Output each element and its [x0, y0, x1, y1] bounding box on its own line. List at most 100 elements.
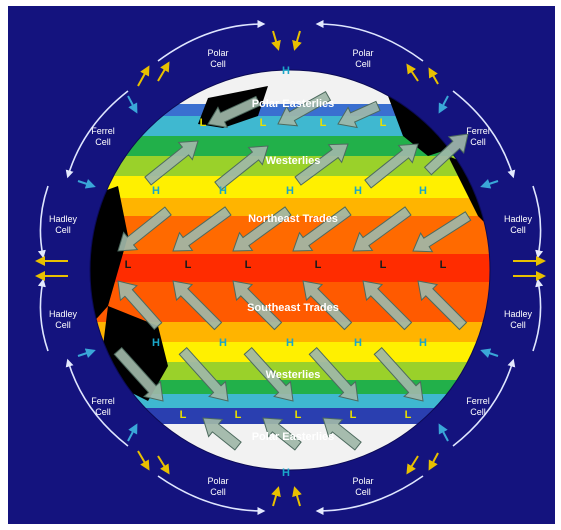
high-pressure-label: H: [152, 185, 160, 197]
polar-cell-label: Polar Cell: [352, 476, 373, 497]
label-westerlies-south: Westerlies: [266, 369, 321, 381]
low-pressure-label: L: [380, 259, 387, 271]
surface-flow-arrow: [271, 30, 281, 51]
wind-arrow-ne-trade: [172, 206, 232, 252]
wind-arrow-polar-south: [322, 417, 362, 451]
global-circulation-diagram: Polar Easterlies Westerlies Northeast Tr…: [35, 20, 546, 515]
high-pressure-label: H: [419, 337, 427, 349]
wind-arrow-polar-north: [337, 100, 381, 129]
wind-arrow-se-trade: [362, 280, 413, 331]
ferrel-cell-label: Ferrel Cell: [466, 396, 490, 417]
low-pressure-label: L: [260, 117, 267, 129]
surface-flow-arrow: [77, 179, 96, 189]
wind-arrow-ne-trade: [232, 206, 292, 252]
surface-flow-arrow: [428, 67, 439, 85]
diagram-frame: Polar Easterlies Westerlies Northeast Tr…: [8, 6, 555, 524]
high-pressure-label: H: [282, 467, 290, 479]
wind-arrow-westerly-south: [373, 346, 424, 402]
label-polar-easterlies-south: Polar Easterlies: [252, 431, 335, 443]
surface-flow-arrow: [480, 179, 499, 189]
wind-arrow-se-trade: [302, 280, 353, 331]
low-pressure-label: L: [180, 409, 187, 421]
low-pressure-label: L: [405, 409, 412, 421]
wind-arrow-polar-south: [262, 417, 302, 451]
surface-flow-arrow: [77, 348, 96, 358]
surface-flow-arrow: [438, 95, 449, 114]
high-pressure-label: H: [419, 185, 427, 197]
low-pressure-label: L: [200, 117, 207, 129]
high-pressure-label: H: [219, 185, 227, 197]
polar-cell-label: Polar Cell: [207, 48, 228, 69]
wind-arrows: [113, 90, 472, 451]
low-pressure-label: L: [295, 409, 302, 421]
wind-arrow-polar-north: [277, 90, 332, 127]
hadley-cell-arrow: [532, 185, 544, 259]
wind-arrow-ne-trade: [412, 211, 472, 253]
label-northeast-trades: Northeast Trades: [248, 213, 338, 225]
surface-flow-arrow: [428, 452, 439, 471]
wind-arrow-ne-trade: [352, 206, 412, 252]
label-polar-easterlies-north: Polar Easterlies: [252, 98, 335, 110]
low-pressure-label: L: [245, 259, 252, 271]
wind-arrow-westerly-north: [294, 143, 349, 186]
low-pressure-label: L: [125, 259, 132, 271]
high-pressure-label: H: [354, 337, 362, 349]
surface-flow-arrow: [480, 348, 499, 358]
wind-arrow-se-trade: [232, 280, 283, 331]
ferrel-cell-label: Ferrel Cell: [91, 126, 115, 147]
high-pressure-label: H: [152, 337, 160, 349]
polar-cell-arrow: [157, 475, 266, 515]
hadley-cell-arrow: [37, 185, 49, 259]
hadley-cell-arrow: [37, 278, 49, 352]
polar-cell-arrow: [315, 20, 424, 62]
ferrel-cell-arrow: [452, 358, 516, 447]
wind-arrow-ne-trade: [292, 206, 352, 252]
low-pressure-label: L: [235, 409, 242, 421]
ferrel-cell-label: Ferrel Cell: [466, 126, 490, 147]
wind-arrow-se-trade: [117, 280, 163, 331]
wind-arrow-westerly-north: [364, 143, 419, 189]
surface-flow-arrow: [406, 63, 419, 82]
wind-arrow-se-trade: [172, 280, 223, 331]
polar-cell-arrow: [315, 475, 424, 515]
wind-arrow-polar-south: [202, 417, 242, 451]
polar-cell-label: Polar Cell: [207, 476, 228, 497]
globe: [90, 70, 490, 470]
ferrel-cell-arrow: [65, 358, 129, 447]
low-pressure-label: L: [185, 259, 192, 271]
surface-flow-arrow: [127, 423, 138, 442]
surface-flow-arrow: [438, 423, 449, 442]
surface-flow-arrow: [137, 450, 150, 471]
circulation-arrows: [35, 20, 546, 515]
hadley-cell-label: Hadley Cell: [504, 309, 533, 330]
surface-flow-arrow: [271, 486, 281, 507]
low-pressure-label: L: [350, 409, 357, 421]
hadley-cell-label: Hadley Cell: [49, 309, 78, 330]
low-pressure-label: L: [380, 117, 387, 129]
cell-labels: Polar Cell Polar Cell Polar Cell Polar Cell Ferr…: [49, 48, 533, 497]
label-southeast-trades: Southeast Trades: [247, 302, 339, 314]
polar-cell-arrow: [157, 20, 266, 62]
ferrel-cell-label: Ferrel Cell: [91, 396, 115, 417]
globe-outline: [89, 69, 491, 471]
surface-flow-arrow: [292, 486, 302, 507]
surface-flow-arrow: [157, 61, 170, 82]
high-pressure-label: H: [286, 185, 294, 197]
high-pressure-label: H: [354, 185, 362, 197]
wind-arrow-westerly-north: [144, 140, 199, 186]
high-pressure-label: H: [219, 337, 227, 349]
wind-arrow-westerly-north: [214, 145, 269, 191]
surface-flow-arrow: [406, 455, 419, 475]
surface-flow-arrow: [157, 455, 170, 475]
pressure-labels: H H L L L L L L L L L H H H H H H H H H H L L L L L L: [125, 65, 447, 479]
low-pressure-label: L: [440, 259, 447, 271]
wind-arrow-westerly-south: [308, 346, 359, 402]
polar-cell-label: Polar Cell: [352, 48, 373, 69]
high-pressure-label: H: [286, 337, 294, 349]
hadley-cell-arrow: [532, 278, 544, 352]
surface-flow-arrow: [137, 65, 150, 87]
wind-arrow-westerly-south: [178, 346, 229, 402]
hadley-cell-label: Hadley Cell: [49, 214, 78, 235]
surface-flow-arrow: [292, 30, 302, 51]
wind-arrow-se-trade: [417, 280, 468, 331]
